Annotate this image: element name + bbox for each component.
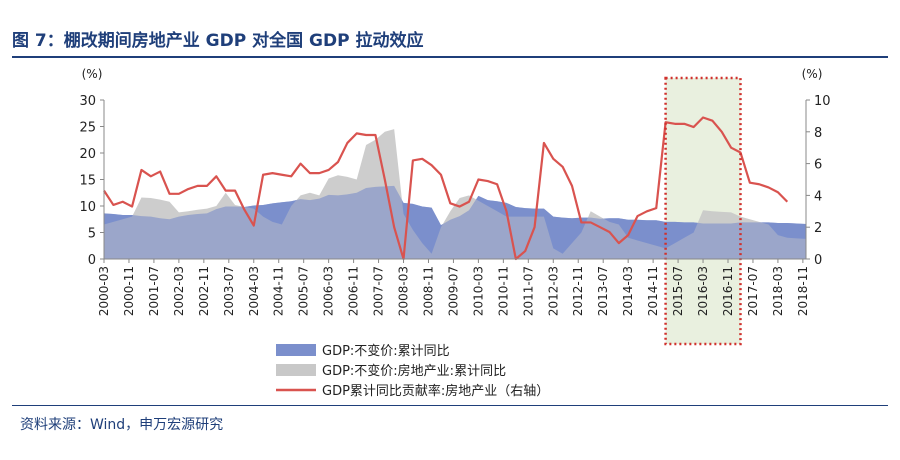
legend-swatch-realestate (276, 364, 316, 376)
x-tick-label: 2010-11 (496, 266, 510, 316)
right-axis-unit: (%) (802, 67, 823, 81)
right-tick-label: 0 (814, 253, 822, 268)
x-tick-label: 2017-07 (746, 266, 760, 316)
right-tick-label: 10 (814, 94, 831, 109)
legend-label-contribution: GDP累计同比贡献率:房地产业（右轴） (322, 383, 549, 399)
x-tick-label: 2008-03 (397, 266, 411, 316)
left-axis-unit: (%) (82, 67, 103, 81)
x-tick-label: 2014-11 (646, 266, 660, 316)
series-line-contribution (103, 116, 789, 261)
x-tick-label: 2016-03 (696, 266, 710, 316)
x-tick-label: 2001-07 (147, 266, 161, 316)
x-tick-label: 2018-03 (771, 266, 785, 316)
x-tick-label: 2014-03 (621, 266, 635, 316)
chart: (%) (%) 0 5 10 15 20 25 30 0 2 4 6 8 10 2000-03 2000-11 2… (79, 67, 830, 399)
right-tick-label: 6 (814, 158, 822, 173)
legend-swatch-gdp (276, 344, 316, 356)
legend-label-realestate: GDP:不变价:房地产业:累计同比 (322, 363, 506, 379)
x-tick-label: 2002-11 (197, 266, 211, 316)
left-tick-label: 30 (79, 94, 96, 109)
x-tick-label: 2011-07 (521, 266, 535, 316)
x-tick-label: 2012-03 (546, 266, 560, 316)
source-note: 资料来源：Wind，申万宏源研究 (20, 417, 224, 433)
right-tick-label: 2 (814, 221, 822, 236)
x-tick-label: 2006-11 (347, 266, 361, 316)
x-tick-label: 2012-11 (571, 266, 585, 316)
x-tick-label: 2008-11 (421, 266, 435, 316)
x-tick-label: 2013-07 (596, 266, 610, 316)
series-area-gdp-overlay (104, 185, 806, 259)
axes: (%) (%) 0 5 10 15 20 25 30 0 2 4 6 8 10 2000-03 2000-11 2… (79, 67, 830, 316)
title-rule (12, 56, 888, 58)
x-tick-label: 2000-03 (97, 266, 111, 316)
right-tick-label: 8 (814, 126, 822, 141)
x-tick-label: 2003-07 (222, 266, 236, 316)
x-tick-label: 2010-03 (471, 266, 485, 316)
plot-area (103, 76, 806, 346)
x-tick-label: 2002-03 (172, 266, 186, 316)
x-tick-label: 2009-07 (446, 266, 460, 316)
left-tick-label: 25 (79, 121, 96, 136)
left-tick-label: 10 (79, 200, 96, 215)
legend-label-gdp: GDP:不变价:累计同比 (322, 343, 450, 359)
left-tick-label: 20 (79, 147, 96, 162)
x-tick-label: 2004-03 (247, 266, 261, 316)
footer-rule (12, 405, 888, 406)
legend: GDP:不变价:累计同比 GDP:不变价:房地产业:累计同比 GDP累计同比贡献率:… (276, 343, 549, 399)
right-tick-label: 4 (814, 189, 822, 204)
x-tick-label: 2015-07 (671, 266, 685, 316)
x-tick-label: 2004-11 (272, 266, 286, 316)
x-tick-label: 2016-11 (721, 266, 735, 316)
x-tick-label: 2005-07 (297, 266, 311, 316)
left-tick-label: 15 (79, 174, 96, 189)
x-tick-label: 2007-07 (372, 266, 386, 316)
x-tick-label: 2000-11 (122, 266, 136, 316)
x-tick-label: 2006-03 (322, 266, 336, 316)
x-tick-label: 2018-11 (796, 266, 810, 316)
left-tick-label: 0 (88, 253, 96, 268)
left-tick-label: 5 (88, 227, 96, 242)
page-title: 图 7：棚改期间房地产业 GDP 对全国 GDP 拉动效应 (12, 31, 424, 51)
